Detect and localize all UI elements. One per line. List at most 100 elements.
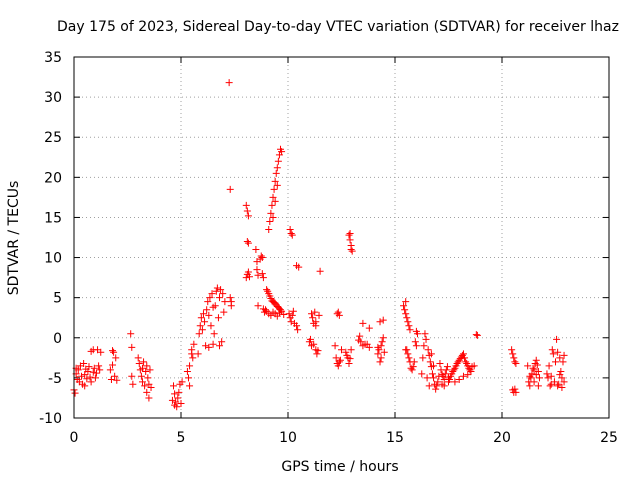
data-point xyxy=(110,348,118,356)
data-point xyxy=(309,314,317,322)
data-point xyxy=(86,373,94,381)
y-tick-label: 35 xyxy=(44,50,62,66)
data-point xyxy=(138,364,146,372)
data-point xyxy=(242,201,250,209)
data-point xyxy=(285,310,293,318)
data-point xyxy=(212,287,220,295)
x-tick-label: 15 xyxy=(386,430,404,446)
y-tick-label: 5 xyxy=(53,291,62,307)
data-point xyxy=(227,302,235,310)
data-point xyxy=(526,382,534,390)
data-point xyxy=(411,338,419,346)
data-point xyxy=(190,340,198,348)
data-point xyxy=(342,348,350,356)
data-point xyxy=(177,400,185,408)
data-point xyxy=(87,378,95,386)
data-point xyxy=(107,375,115,383)
data-point xyxy=(446,375,454,383)
data-point xyxy=(421,330,429,338)
axis-ticks: -10 -5 0 5 10 15 20 25 30 35 0 5 10 15 20 25 xyxy=(39,50,618,446)
data-point xyxy=(178,378,186,386)
data-point xyxy=(377,354,385,362)
data-point xyxy=(171,401,179,409)
data-point xyxy=(144,374,152,382)
data-point xyxy=(289,307,297,315)
data-point xyxy=(346,355,354,363)
data-point xyxy=(128,372,136,380)
x-tick-label: 25 xyxy=(600,430,618,446)
data-point xyxy=(433,382,441,390)
data-point xyxy=(92,369,100,377)
data-point xyxy=(242,274,250,282)
data-point xyxy=(97,348,105,356)
data-point xyxy=(404,350,412,358)
data-point xyxy=(175,388,183,396)
data-point xyxy=(202,342,210,350)
y-tick-label: 20 xyxy=(44,170,62,186)
data-point xyxy=(207,322,215,330)
data-point xyxy=(557,367,565,375)
data-point xyxy=(443,363,451,371)
data-point xyxy=(555,380,563,388)
data-point xyxy=(263,286,271,294)
data-point xyxy=(278,148,286,156)
data-point xyxy=(308,310,316,318)
data-point xyxy=(96,366,104,374)
data-point xyxy=(269,213,277,221)
data-point xyxy=(436,359,444,367)
data-point xyxy=(194,350,202,358)
data-point xyxy=(252,246,260,254)
data-point xyxy=(442,366,450,374)
data-point xyxy=(334,362,342,370)
data-point xyxy=(335,311,343,319)
data-point xyxy=(142,367,150,375)
data-point xyxy=(245,273,253,281)
data-point xyxy=(134,354,142,362)
data-point xyxy=(511,358,519,366)
data-point xyxy=(216,342,224,350)
data-point xyxy=(470,362,478,370)
data-point xyxy=(472,331,480,339)
data-point xyxy=(543,370,551,378)
data-point xyxy=(83,375,91,383)
data-point xyxy=(146,366,154,374)
data-point xyxy=(365,343,373,351)
data-point xyxy=(145,394,153,402)
data-point xyxy=(512,388,520,396)
data-points xyxy=(70,79,568,411)
data-point xyxy=(288,231,296,239)
data-point xyxy=(196,322,204,330)
data-point xyxy=(546,382,554,390)
y-tick-label: 10 xyxy=(44,251,62,267)
data-point xyxy=(274,157,282,165)
data-point xyxy=(462,358,470,366)
data-point xyxy=(226,294,234,302)
y-axis-label: SDTVAR / TECUs xyxy=(6,181,22,296)
data-point xyxy=(527,374,535,382)
x-tick-label: 20 xyxy=(493,430,511,446)
data-point xyxy=(338,346,345,354)
data-point xyxy=(422,335,430,343)
data-point xyxy=(423,374,431,382)
data-point xyxy=(211,302,219,310)
data-point xyxy=(473,331,481,339)
data-point xyxy=(129,380,137,388)
data-point xyxy=(143,388,151,396)
data-point xyxy=(216,294,224,302)
data-point xyxy=(547,380,555,388)
data-point xyxy=(81,371,89,379)
data-point xyxy=(534,382,542,390)
data-point xyxy=(374,343,382,351)
data-point xyxy=(426,358,434,366)
data-point xyxy=(530,366,538,374)
data-point xyxy=(459,350,467,358)
data-point xyxy=(403,346,411,354)
data-point xyxy=(315,311,323,319)
data-point xyxy=(532,371,540,379)
data-point xyxy=(405,322,413,330)
data-point xyxy=(549,350,557,358)
data-point xyxy=(218,338,226,346)
data-point xyxy=(455,375,463,383)
data-point xyxy=(253,266,261,274)
